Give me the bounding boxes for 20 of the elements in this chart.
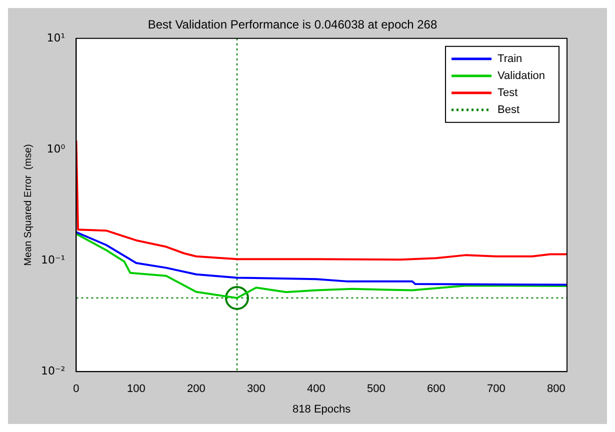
legend-label: Test [498, 86, 518, 99]
x-tick-label: 400 [307, 383, 326, 396]
x-tick-label: 200 [187, 383, 206, 396]
y-tick-label: 10⁻² [40, 364, 66, 378]
x-tick-label: 100 [127, 383, 146, 396]
y-axis-title: Mean Squared Error (mse) [22, 144, 34, 266]
x-tick-label: 700 [487, 383, 506, 396]
x-tick-label: 300 [247, 383, 266, 396]
x-axis-title: 818 Epochs [292, 403, 352, 416]
legend-label: Validation [498, 70, 546, 82]
x-tick-label: 800 [547, 383, 566, 396]
chart-title: Best Validation Performance is 0.046038 at epoch 268 [148, 18, 438, 32]
legend-label: Train [498, 52, 522, 65]
y-tick-label: 10¹ [46, 31, 66, 44]
x-tick-label: 600 [427, 383, 446, 396]
legend-label: Best [498, 104, 520, 116]
x-tick-label: 0 [73, 383, 80, 396]
y-tick-label: 10⁻¹ [40, 253, 66, 266]
y-tick-label: 10⁰ [46, 142, 66, 156]
x-tick-label: 500 [367, 383, 386, 396]
